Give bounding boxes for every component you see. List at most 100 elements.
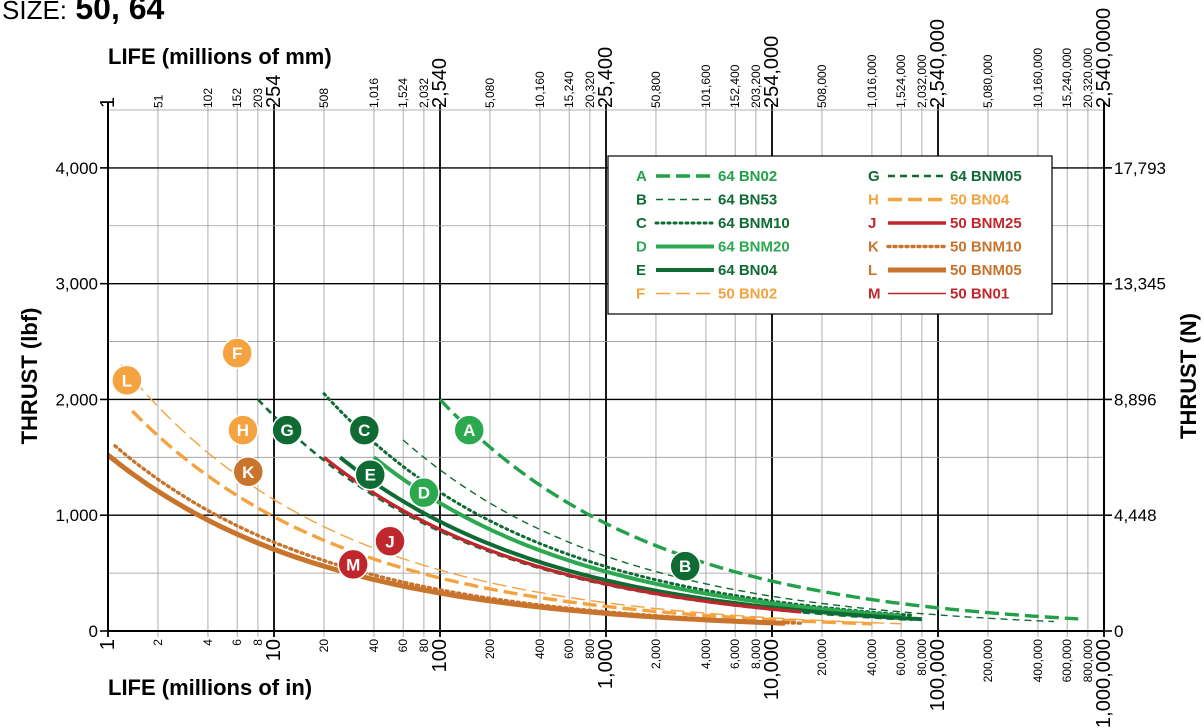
legend-letter: C	[636, 215, 647, 232]
series-line-b	[402, 439, 1055, 623]
x-tick-label-bottom: 20,000	[815, 639, 829, 676]
series-line-m	[339, 468, 786, 611]
legend-entry-b: B 64 BN53	[636, 192, 777, 209]
legend-entry-h: H 50 BN04	[868, 192, 1010, 209]
x-tick-label-top: 51	[151, 94, 165, 108]
x-tick-label-top: 15,240,000	[1060, 48, 1074, 108]
y-tick-label-right: 4,448	[1114, 506, 1157, 525]
x-tick-label-top: 15,240	[562, 71, 576, 108]
legend-entry-g: G 64 BNM05	[868, 168, 1022, 185]
x-tick-label-bottom: 1,000,000	[1093, 639, 1115, 728]
x-tick-label-bottom: 400,000	[1031, 639, 1045, 683]
axes	[100, 102, 1112, 632]
legend-letter: H	[868, 192, 879, 209]
badge-g: G	[271, 414, 303, 446]
x-tick-label-top: 2,540,000	[927, 19, 949, 108]
x-tick-label-bottom: 10	[263, 639, 285, 661]
x-tick-label-top: 2,032	[417, 78, 431, 108]
badge-letter: L	[122, 371, 132, 390]
badge-circle	[221, 337, 253, 369]
badge-circle	[337, 548, 369, 581]
x-tick-label-bottom: 600	[562, 639, 576, 659]
x-tick-label-bottom: 80	[417, 639, 431, 653]
size-caption: SIZE:	[2, 0, 68, 25]
legend-label: 64 BNM05	[950, 168, 1022, 185]
x-tick-label-bottom: 600,000	[1060, 639, 1074, 683]
series-layer	[106, 364, 1079, 626]
x-tick-label-bottom: 800,000	[1081, 639, 1095, 683]
badge-l: L	[111, 364, 143, 397]
x-tick-label-top: 5,080,000	[981, 54, 995, 108]
x-tick-label-top: 152,400	[728, 64, 742, 108]
legend-letter: F	[636, 286, 645, 303]
badge-letter: M	[346, 555, 360, 574]
series-line-l	[106, 453, 786, 626]
x-tick-label-bottom: 200,000	[981, 639, 995, 683]
badge-letter: K	[242, 463, 255, 482]
x-tick-label-top: 254,000	[761, 36, 783, 108]
x-tick-label-bottom: 2,000	[649, 639, 663, 669]
x-tick-label-top: 1,524,000	[894, 54, 908, 108]
badge-circle	[111, 364, 143, 397]
series-line-a	[438, 398, 1079, 621]
badge-circle	[354, 458, 386, 491]
x-tick-label-bottom: 200	[483, 639, 497, 659]
badge-h: H	[227, 414, 259, 446]
legend-label: 64 BN04	[718, 262, 778, 279]
badge-letter: H	[237, 421, 249, 440]
legend-entry-m: M 50 BN01	[868, 286, 1009, 303]
y-tick-label-left: 2,000	[55, 390, 98, 409]
legend-label: 50 BN04	[950, 192, 1010, 209]
tick-labels: 0 1,000 2,000 3,000 4,000 0 4,448 8,896 13,345 17…	[55, 8, 1166, 728]
legend-label: 50 BNM05	[950, 262, 1022, 279]
legend-letter: G	[868, 168, 880, 185]
x-tick-label-bottom: 4,000	[699, 639, 713, 669]
legend-letter: B	[636, 192, 647, 209]
x-tick-label-bottom: 8	[251, 639, 265, 646]
y-tick-label-right: 0	[1114, 622, 1123, 641]
series-line-f	[120, 364, 902, 625]
legend-entry-f: F 50 BN02	[636, 286, 777, 303]
x-tick-label-bottom: 100	[429, 639, 451, 672]
x-axis-title-top: LIFE (millions of mm)	[108, 44, 332, 69]
x-tick-label-bottom: 1,000	[595, 639, 617, 689]
legend-label: 50 BNM10	[950, 239, 1022, 256]
y-tick-label-left: 4,000	[55, 159, 98, 178]
x-tick-label-top: 20,320	[583, 71, 597, 108]
legend-letter: A	[636, 168, 647, 185]
x-tick-label-bottom: 80,000	[915, 639, 929, 676]
x-tick-label-top: 2,032,000	[915, 54, 929, 108]
x-tick-label-top: 50,800	[649, 71, 663, 108]
badge-k: K	[232, 456, 265, 488]
y-axis-title-left: THRUST (lbf)	[17, 308, 42, 445]
legend-label: 50 BNM25	[950, 215, 1022, 232]
size-title: SIZE: 50, 64	[2, 0, 164, 27]
legend-entry-k: K 50 BNM10	[868, 239, 1022, 256]
legend-letter: E	[636, 262, 646, 279]
badge-e: E	[354, 458, 386, 491]
x-tick-label-bottom: 10,000	[761, 639, 783, 700]
x-tick-label-top: 5,080	[483, 78, 497, 108]
legend-entry-l: L 50 BNM05	[868, 262, 1022, 279]
x-tick-label-top: 1	[97, 97, 119, 108]
series-line-h	[131, 409, 872, 626]
legend-label: 64 BNM20	[718, 239, 790, 256]
legend-letter: M	[868, 286, 881, 303]
legend-box	[607, 155, 1053, 315]
badge-circle	[348, 414, 381, 446]
x-tick-label-top: 508,000	[815, 64, 829, 108]
x-tick-label-top: 10,160,000	[1031, 48, 1045, 108]
x-tick-label-top: 203,200	[749, 64, 763, 108]
legend-letter: L	[868, 262, 877, 279]
y-tick-label-right: 8,896	[1114, 390, 1157, 409]
x-tick-label-top: 1,524	[396, 78, 410, 108]
badge-letter: D	[418, 484, 430, 503]
x-tick-label-bottom: 400	[533, 639, 547, 659]
badge-b: B	[669, 550, 701, 582]
badge-circle	[453, 414, 485, 446]
x-tick-label-top: 508	[317, 88, 331, 108]
x-tick-label-bottom: 60,000	[894, 639, 908, 676]
x-tick-label-bottom: 60	[396, 639, 410, 653]
badge-letter: G	[281, 421, 294, 440]
